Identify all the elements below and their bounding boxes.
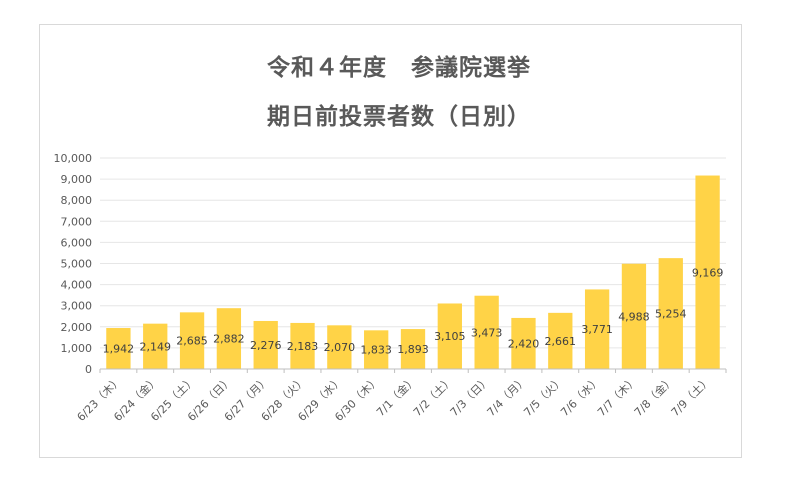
bar [511, 317, 536, 369]
y-tick-labels: 0 1,000 2,000 3,000 4,000 5,000 6,000 7,000 8,00… [54, 152, 93, 376]
bar [253, 320, 278, 369]
bar [474, 295, 499, 369]
bar [106, 328, 131, 369]
data-label: 4,988 [618, 310, 650, 323]
data-label: 2,882 [213, 333, 245, 346]
y-tick-label: 1,000 [61, 342, 93, 355]
data-label: 2,276 [250, 339, 282, 352]
y-tick-label: 2,000 [61, 321, 93, 334]
data-label: 2,661 [545, 335, 577, 348]
gridlines [100, 157, 726, 349]
data-label: 2,685 [176, 335, 208, 348]
y-tick-label: 8,000 [61, 194, 93, 207]
bar [400, 329, 426, 369]
data-labels: 1,942 2,149 2,685 2,882 2,276 2,183 2,070 1,833… [103, 266, 724, 356]
x-tick-labels: 6/23（木）6/24（金）6/25（土）6/26（日）6/27（月）6/28（… [75, 373, 714, 424]
data-label: 3,105 [434, 330, 466, 343]
data-label: 1,942 [103, 343, 135, 356]
bar [621, 263, 647, 369]
bar [143, 323, 168, 369]
bar [695, 175, 720, 369]
y-tick-label: 6,000 [61, 236, 93, 249]
y-tick-label: 3,000 [61, 300, 93, 313]
bar [327, 325, 352, 369]
bar [290, 322, 315, 369]
bar [364, 330, 389, 369]
data-label: 5,254 [655, 308, 687, 321]
data-label: 3,771 [581, 323, 613, 336]
y-tick-label: 0 [85, 363, 92, 376]
y-tick-label: 5,000 [61, 258, 93, 271]
bar [548, 312, 573, 369]
data-label: 3,473 [471, 326, 503, 339]
axes [99, 368, 727, 373]
data-label: 9,169 [692, 266, 724, 279]
bar [658, 258, 683, 369]
y-tick-label: 4,000 [61, 279, 93, 292]
data-label: 2,183 [287, 340, 319, 353]
data-label: 2,420 [508, 337, 540, 350]
bar [584, 289, 610, 369]
data-label: 2,070 [324, 341, 356, 354]
x-tick-label: 7/9（土） [669, 374, 714, 419]
bars [106, 175, 720, 369]
data-label: 1,893 [397, 343, 429, 356]
bar [179, 312, 205, 369]
y-tick-label: 10,000 [54, 152, 93, 165]
bar [216, 308, 242, 369]
y-tick-label: 7,000 [61, 215, 93, 228]
chart-title-line1: 令和４年度 参議院選挙 [267, 55, 531, 81]
chart-frame [39, 24, 742, 458]
chart-title-line2: 期日前投票者数（日別） [267, 104, 531, 130]
bar [437, 303, 462, 369]
y-tick-label: 9,000 [61, 173, 93, 186]
data-label: 1,833 [360, 344, 392, 357]
data-label: 2,149 [139, 340, 171, 353]
